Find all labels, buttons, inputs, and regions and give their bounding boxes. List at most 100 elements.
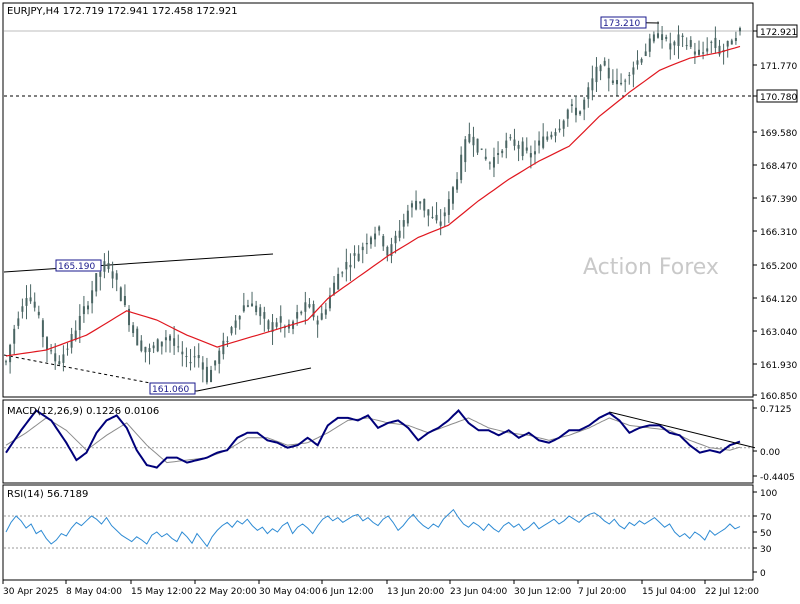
candle: [517, 140, 520, 162]
candle: [123, 284, 126, 308]
candle: [706, 37, 709, 56]
candle-body: [308, 304, 311, 308]
candle-body: [603, 60, 606, 66]
candle-body: [119, 287, 122, 302]
candle: [697, 40, 700, 57]
candle-body: [451, 187, 454, 204]
candle: [156, 338, 159, 353]
candle-body: [656, 33, 659, 38]
candle: [37, 305, 40, 319]
candle: [562, 119, 565, 137]
candle: [480, 148, 483, 151]
candle: [91, 280, 94, 314]
candle-body: [374, 233, 377, 240]
candle: [148, 343, 151, 365]
candle: [353, 245, 356, 269]
candle: [54, 343, 57, 370]
candle: [328, 287, 331, 312]
candle-body: [648, 38, 651, 52]
candle: [739, 26, 741, 36]
candle: [246, 299, 249, 308]
candle: [9, 343, 12, 374]
candle-body: [316, 320, 319, 325]
candle-body: [632, 67, 635, 75]
candle-body: [546, 136, 549, 140]
candle-body: [386, 246, 389, 256]
candle-body: [25, 298, 28, 306]
candle-body: [468, 133, 471, 143]
candle: [222, 332, 225, 360]
candle-body: [406, 210, 409, 224]
candle: [312, 300, 315, 321]
candle-body: [115, 273, 118, 280]
candle-body: [214, 360, 217, 366]
candle-body: [33, 301, 36, 308]
candle-body: [144, 346, 147, 353]
candle-body: [304, 302, 307, 312]
candle-body: [140, 340, 143, 351]
price-axis-label: 163.040: [760, 328, 797, 338]
time-axis-label: 30 Apr 2025: [3, 587, 59, 597]
candle: [689, 36, 692, 49]
candle: [599, 64, 602, 81]
candle-body: [402, 220, 405, 227]
candle: [423, 198, 426, 218]
price-axis-label: 164.120: [760, 295, 797, 305]
candle-body: [160, 341, 163, 347]
candle-body: [611, 80, 614, 84]
candle-body: [222, 340, 225, 355]
candle-body: [333, 282, 336, 295]
symbol-header: EURJPY,H4 172.719 172.941 172.458 172.92…: [7, 6, 238, 17]
candle-body: [242, 305, 245, 312]
candle-body: [480, 148, 483, 150]
candle: [320, 305, 323, 321]
candle: [144, 346, 147, 363]
rsi-axis-label: 0: [760, 569, 766, 579]
candle: [509, 134, 512, 141]
candle-body: [251, 303, 254, 307]
price-axis: 172.921 171.770 170.780 169.580 168.470 167.3…: [753, 24, 798, 402]
candle: [591, 65, 594, 101]
candle: [263, 306, 266, 332]
candle-body: [591, 78, 594, 91]
candle-body: [525, 147, 528, 151]
current-price-label: 172.921: [760, 28, 797, 38]
candle-body: [201, 362, 204, 370]
candle: [673, 40, 676, 56]
candle: [230, 325, 233, 336]
candle: [259, 304, 262, 325]
candle: [574, 95, 577, 123]
time-axis-label: 7 Jul 20:00: [578, 587, 627, 597]
candle-body: [542, 136, 545, 148]
time-axis-label: 13 Jun 20:00: [387, 587, 444, 597]
time-axis-label: 22 Jul 12:00: [705, 587, 759, 597]
candle: [570, 98, 573, 113]
candle-body: [267, 320, 270, 330]
candle: [160, 341, 163, 355]
candle: [111, 261, 114, 289]
candle-body: [615, 79, 618, 85]
candle-body: [369, 237, 372, 245]
candle: [476, 138, 479, 156]
candle-body: [312, 303, 315, 318]
candle-body: [210, 369, 213, 382]
candle: [546, 131, 549, 142]
candle-body: [550, 134, 553, 138]
candle-body: [513, 139, 516, 146]
time-axis-label: 23 Jun 04:00: [450, 587, 507, 597]
candle: [341, 271, 344, 278]
candle: [197, 343, 200, 368]
candle-body: [607, 67, 610, 79]
candle-body: [357, 253, 360, 261]
candle: [62, 345, 65, 372]
candle: [607, 58, 610, 92]
rsi-header: RSI(14) 56.7189: [7, 489, 88, 500]
candle-body: [714, 37, 717, 49]
candle-body: [706, 48, 709, 52]
candle-body: [517, 144, 520, 149]
candle: [636, 50, 639, 70]
candle: [640, 57, 643, 65]
candle-body: [558, 128, 561, 131]
